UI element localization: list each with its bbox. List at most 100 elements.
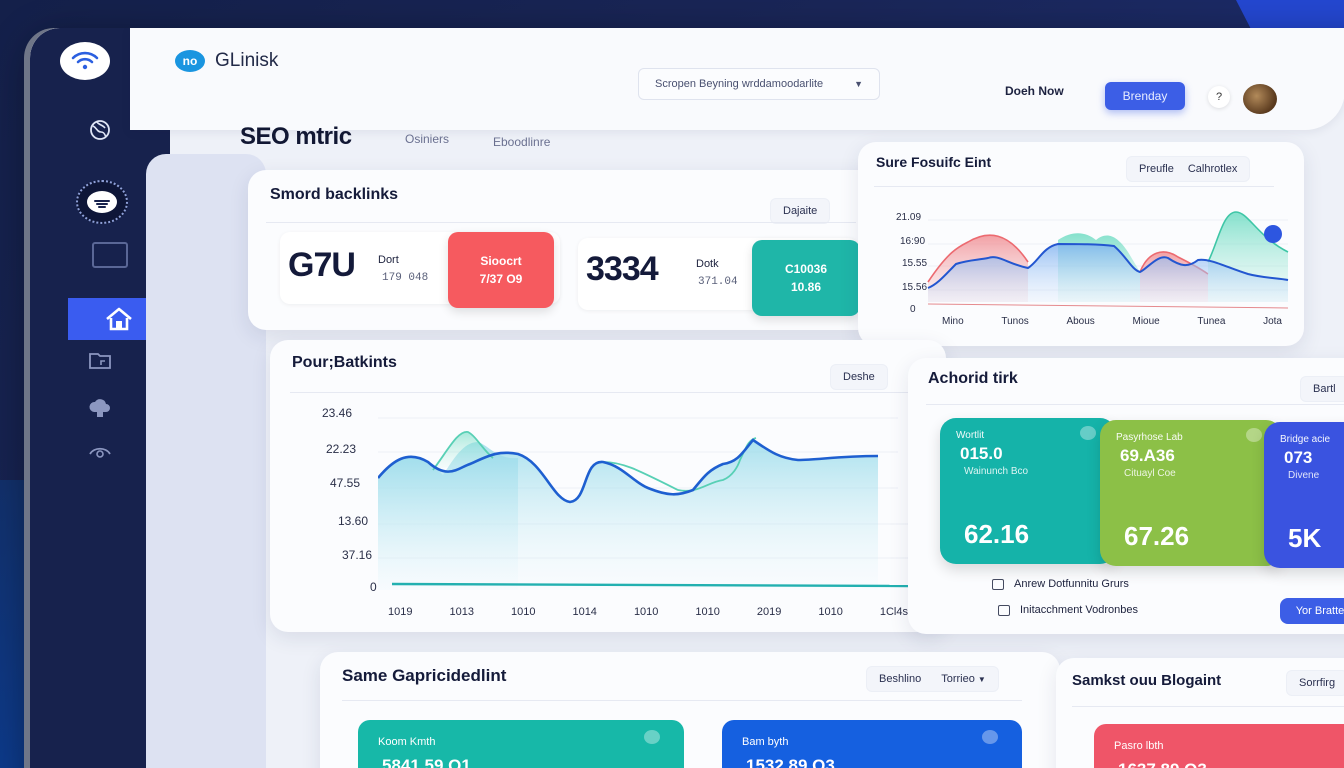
device-frame: no GLinisk Scropen Beyning wrddamoodarli…	[30, 28, 1344, 768]
main-area: no GLinisk Scropen Beyning wrddamoodarli…	[130, 28, 1344, 768]
sort-button[interactable]: Sorrfirg	[1286, 670, 1344, 696]
anchor-card: Achorid tirk Bartl Wortlit 015.0 Wainunc…	[908, 358, 1344, 634]
kpi-2-tile[interactable]: C10036 10.86	[752, 240, 860, 316]
x-tick: Jota	[1263, 316, 1282, 327]
chart-controls[interactable]: Preufle Calhrotlex	[1126, 156, 1251, 182]
background-panel	[146, 154, 266, 768]
heart-icon[interactable]	[644, 730, 660, 744]
x-tick: 2019	[756, 606, 782, 618]
y-tick: 37.16	[342, 548, 373, 562]
help-icon[interactable]: ?	[1208, 86, 1230, 108]
gap-tile-1[interactable]: Koom Kmth 5841.59 Q1	[358, 720, 684, 768]
x-tick: 1010	[695, 606, 720, 618]
metric-sub: Cituayl Coe	[1124, 468, 1176, 479]
kpi-value: 3334	[586, 250, 659, 288]
cloud-icon[interactable]	[30, 388, 170, 428]
checkbox[interactable]	[992, 578, 1004, 590]
page-title: SEO mtric	[240, 123, 352, 150]
control-2[interactable]: Calhrotlex	[1187, 163, 1238, 175]
y-tick: 47.55	[330, 476, 361, 490]
divider	[926, 404, 1344, 405]
card-controls[interactable]: Beshlino Torrieo ▼	[866, 666, 999, 692]
x-axis: Mino Tunos Abous Mioue Tunea Jota	[942, 316, 1282, 327]
primary-cta-button[interactable]: Brenday	[1105, 82, 1185, 110]
blog-tile[interactable]: Pasro lbth 1637.89 Q3	[1094, 724, 1344, 768]
wifi-badge-icon[interactable]	[76, 180, 128, 224]
check-icon[interactable]	[982, 730, 998, 744]
tile-value: 1637.89 Q3	[1118, 760, 1207, 768]
anchor-action-button[interactable]: Bartl	[1300, 376, 1344, 402]
metric-value: 073	[1284, 448, 1313, 467]
info-icon[interactable]	[1246, 428, 1262, 442]
kpi-sub: 179 048	[382, 272, 429, 284]
x-tick: 1014	[572, 606, 597, 618]
details-button[interactable]: Dajaite	[770, 198, 831, 224]
metric-title: Pasyrhose Lab	[1116, 432, 1183, 443]
checkbox-option-1[interactable]: Anrew Dotfunnitu Grurs	[992, 578, 1129, 590]
metric-big: 67.26	[1124, 521, 1190, 551]
avatar[interactable]	[1243, 84, 1277, 114]
metric-title: Wortlit	[956, 430, 985, 441]
tile-title: Pasro lbth	[1114, 740, 1164, 752]
divider	[290, 392, 920, 393]
metric-big: 62.16	[964, 519, 1030, 549]
details-button[interactable]: Deshe	[830, 364, 888, 390]
metric-card-2[interactable]: Pasyrhose Lab 69.A36 Cituayl Coe 67.26	[1100, 420, 1282, 566]
tab-1[interactable]: Osiniers	[405, 132, 450, 146]
blog-card: Samkst ouu Blogaint Sorrfirg Pasro lbth …	[1056, 658, 1344, 768]
metric-sub: Wainunch Bco	[964, 466, 1029, 477]
control-1[interactable]: Preufle	[1139, 163, 1174, 175]
card-title: Smord backlinks	[270, 186, 399, 203]
brand[interactable]: no GLinisk	[175, 50, 278, 72]
card-title: Sure Fosuifc Eint	[876, 154, 992, 170]
kpi-label: Dort	[378, 254, 399, 266]
tile-line2: 10.86	[790, 280, 822, 294]
x-tick: Abous	[1066, 316, 1095, 327]
search-dropdown[interactable]: Scropen Beyning wrddamoodarlite ▼	[638, 68, 880, 100]
control-1[interactable]: Beshlino	[879, 673, 922, 685]
x-tick: 1010	[510, 606, 536, 618]
divider	[266, 222, 856, 223]
x-tick: 1010	[633, 606, 659, 618]
eye-icon[interactable]	[30, 432, 170, 472]
globe-icon[interactable]	[30, 110, 170, 150]
card-title: Pour;Batkints	[292, 354, 397, 371]
checkbox[interactable]	[998, 604, 1010, 616]
wifi-icon[interactable]	[60, 42, 110, 80]
kpi-1-tile[interactable]: Sioocrt 7/37 O9	[448, 232, 554, 308]
gap-tile-2[interactable]: Bam byth 1532.89 Q3	[722, 720, 1022, 768]
tile-value: 1532.89 Q3	[746, 756, 835, 768]
eye-icon[interactable]	[1080, 426, 1096, 440]
metric-value: 015.0	[960, 444, 1003, 463]
card-title: Samkst ouu Blogaint	[1072, 672, 1222, 689]
x-tick: 1010	[818, 606, 843, 618]
tile-title: Koom Kmth	[378, 736, 436, 748]
area-chart[interactable]	[918, 202, 1298, 312]
x-tick: 1013	[449, 606, 474, 618]
metric-title: Bridge acie	[1280, 434, 1331, 445]
anchor-submit-button[interactable]: Yor Bratte	[1280, 598, 1344, 624]
checkbox-label: Initacchment Vodronbes	[1020, 604, 1139, 616]
folder-icon[interactable]	[30, 340, 170, 380]
top-link[interactable]: Doeh Now	[1005, 84, 1064, 98]
divider	[342, 700, 1022, 701]
metric-sub: Divene	[1288, 470, 1320, 481]
line-chart[interactable]	[378, 400, 918, 590]
checkbox-option-2[interactable]: Initacchment Vodronbes	[998, 604, 1138, 616]
metric-card-1[interactable]: Wortlit 015.0 Wainunch Bco 62.16	[940, 418, 1116, 564]
chevron-down-icon: ▼	[854, 79, 863, 89]
chart-marker-icon[interactable]	[1264, 225, 1282, 243]
tile-line1: Sioocrt	[480, 254, 522, 268]
card-title: Achorid tirk	[928, 370, 1018, 387]
search-value: Scropen Beyning wrddamoodarlite	[655, 78, 824, 90]
x-tick: 1Cl4s	[879, 606, 908, 618]
tile-title: Bam byth	[742, 736, 789, 748]
square-icon[interactable]	[92, 242, 128, 268]
kpi-value: G7U	[288, 246, 356, 284]
y-tick: 0	[370, 580, 377, 594]
control-2[interactable]: Torrieo ▼	[941, 673, 986, 685]
metric-card-3[interactable]: Bridge acie 073 Divene 5K	[1264, 422, 1344, 568]
backlinks-card: Smord backlinks Dajaite G7U Dort 179 048…	[248, 170, 876, 330]
tab-2[interactable]: Eboodlinre	[493, 135, 551, 149]
y-tick: 23.46	[322, 406, 353, 420]
